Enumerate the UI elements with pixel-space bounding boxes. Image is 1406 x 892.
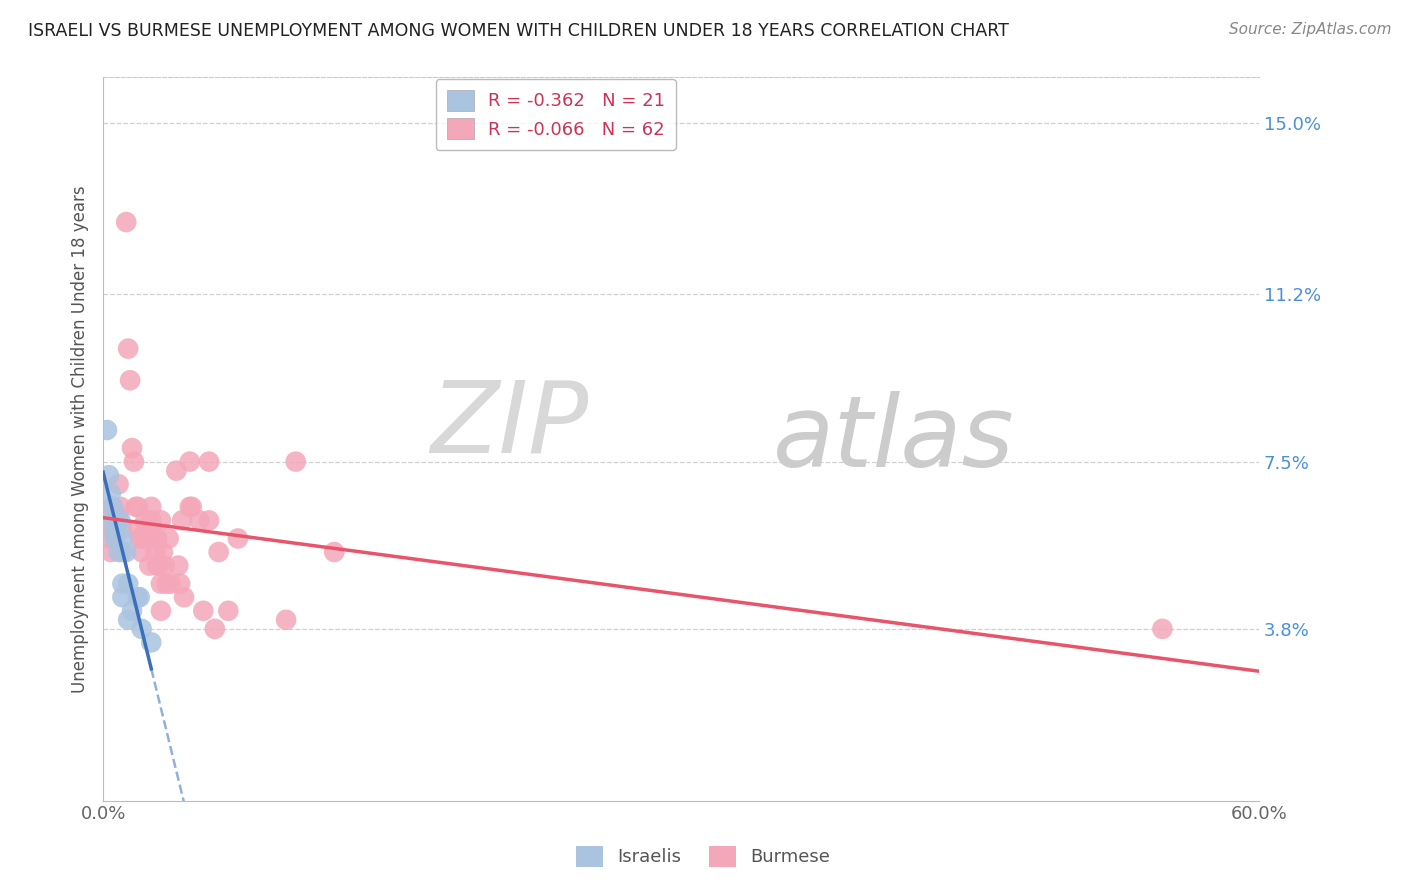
Point	[131, 622, 153, 636]
Point	[101, 513, 124, 527]
Point	[105, 523, 128, 537]
Point	[152, 545, 174, 559]
Point	[136, 532, 159, 546]
Point	[127, 523, 149, 537]
Text: ISRAELI VS BURMESE UNEMPLOYMENT AMONG WOMEN WITH CHILDREN UNDER 18 YEARS CORRELA: ISRAELI VS BURMESE UNEMPLOYMENT AMONG WO…	[28, 22, 1010, 40]
Point	[138, 558, 160, 573]
Point	[148, 558, 170, 573]
Point	[146, 558, 169, 573]
Point	[169, 576, 191, 591]
Point	[134, 513, 156, 527]
Legend: Israelis, Burmese: Israelis, Burmese	[569, 838, 837, 874]
Point	[117, 576, 139, 591]
Point	[131, 532, 153, 546]
Point	[115, 545, 138, 559]
Point	[1152, 622, 1174, 636]
Point	[172, 513, 194, 527]
Point	[128, 591, 150, 605]
Point	[198, 455, 221, 469]
Point	[111, 523, 134, 537]
Point	[101, 500, 124, 514]
Point	[110, 500, 132, 514]
Legend: R = -0.362   N = 21, R = -0.066   N = 62: R = -0.362 N = 21, R = -0.066 N = 62	[436, 79, 676, 150]
Point	[111, 576, 134, 591]
Text: Source: ZipAtlas.com: Source: ZipAtlas.com	[1229, 22, 1392, 37]
Point	[149, 604, 172, 618]
Point	[120, 373, 142, 387]
Point	[188, 513, 211, 527]
Text: atlas: atlas	[773, 391, 1015, 488]
Point	[146, 532, 169, 546]
Point	[96, 513, 118, 527]
Point	[128, 532, 150, 546]
Point	[97, 468, 120, 483]
Point	[101, 500, 124, 514]
Point	[134, 523, 156, 537]
Point	[104, 532, 127, 546]
Point	[143, 545, 166, 559]
Point	[179, 500, 201, 514]
Point	[274, 613, 297, 627]
Point	[100, 545, 122, 559]
Point	[97, 532, 120, 546]
Point	[127, 591, 149, 605]
Point	[323, 545, 346, 559]
Point	[141, 513, 163, 527]
Point	[179, 455, 201, 469]
Point	[105, 513, 128, 527]
Point	[117, 613, 139, 627]
Point	[149, 513, 172, 527]
Point	[153, 558, 176, 573]
Point	[198, 513, 221, 527]
Point	[110, 513, 132, 527]
Point	[180, 500, 202, 514]
Point	[125, 500, 148, 514]
Point	[100, 486, 122, 500]
Text: ZIP: ZIP	[430, 376, 589, 473]
Point	[115, 215, 138, 229]
Point	[157, 532, 180, 546]
Point	[131, 545, 153, 559]
Point	[127, 500, 149, 514]
Point	[111, 591, 134, 605]
Point	[226, 532, 249, 546]
Point	[142, 532, 165, 546]
Point	[107, 545, 129, 559]
Point	[96, 423, 118, 437]
Point	[101, 523, 124, 537]
Point	[141, 635, 163, 649]
Point	[104, 532, 127, 546]
Point	[107, 477, 129, 491]
Point	[173, 591, 195, 605]
Point	[121, 441, 143, 455]
Point	[159, 576, 181, 591]
Point	[111, 545, 134, 559]
Point	[111, 532, 134, 546]
Point	[204, 622, 226, 636]
Point	[107, 508, 129, 523]
Point	[284, 455, 307, 469]
Point	[193, 604, 215, 618]
Point	[122, 455, 145, 469]
Y-axis label: Unemployment Among Women with Children Under 18 years: Unemployment Among Women with Children U…	[72, 186, 89, 693]
Point	[117, 342, 139, 356]
Point	[149, 576, 172, 591]
Point	[217, 604, 239, 618]
Point	[165, 464, 187, 478]
Point	[156, 576, 179, 591]
Point	[208, 545, 231, 559]
Point	[141, 500, 163, 514]
Point	[167, 558, 190, 573]
Point	[104, 523, 127, 537]
Point	[121, 604, 143, 618]
